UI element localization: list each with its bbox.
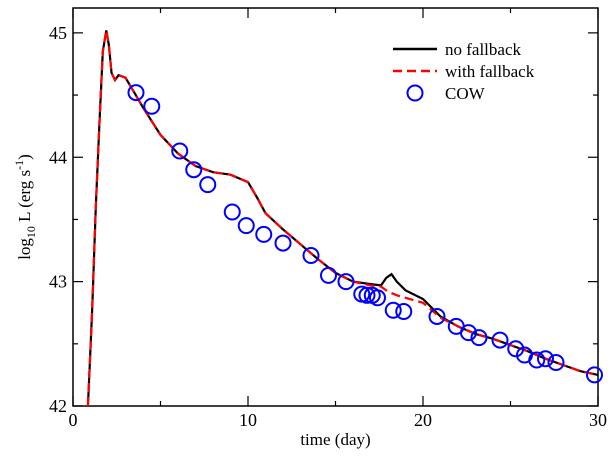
- cow-data-point: [537, 350, 554, 368]
- cow-data-point: [460, 324, 477, 342]
- cow-data-point: [337, 273, 355, 291]
- y-axis-label: log10 L (erg s-1): [12, 154, 38, 260]
- series-with-fallback: [86, 30, 599, 407]
- cow-data-point: [547, 353, 565, 371]
- y-tick-label: 42: [49, 396, 67, 416]
- cow-data-point: [274, 234, 292, 252]
- legend-marker-cow: [406, 84, 424, 102]
- y-tick-label: 45: [49, 23, 67, 43]
- cow-data-point: [491, 331, 509, 349]
- y-axis-label-sub: 10: [24, 226, 38, 238]
- cow-data-point: [528, 351, 546, 369]
- x-tick-label: 20: [414, 410, 432, 430]
- x-tick-label: 0: [69, 410, 78, 430]
- cow-data-point: [384, 301, 402, 319]
- legend: no fallback with fallback COW: [393, 40, 535, 103]
- y-axis-label-mid: L (erg s: [15, 170, 34, 226]
- cow-data-point: [428, 307, 446, 325]
- cow-data-point: [143, 97, 161, 115]
- axis-tick-labels: 0 10 20 30 42 43 44 45: [49, 23, 607, 430]
- y-axis-label-suffix: ): [15, 154, 34, 160]
- cow-data-point: [237, 217, 255, 235]
- cow-data-point: [302, 247, 320, 265]
- y-tick-label: 44: [49, 147, 67, 167]
- cow-data-point: [369, 289, 386, 307]
- series-layer: [86, 30, 603, 407]
- legend-label: COW: [445, 84, 486, 103]
- with-fallback-line: [86, 30, 599, 407]
- x-tick-label: 30: [589, 410, 607, 430]
- cow-data-point: [255, 225, 273, 243]
- x-tick-label: 10: [239, 410, 257, 430]
- y-tick-label: 43: [49, 272, 67, 292]
- cow-data-point: [470, 329, 488, 347]
- cow-data-point: [358, 286, 376, 304]
- cow-data-point: [127, 84, 145, 102]
- y-axis-label-prefix: log: [15, 238, 34, 260]
- cow-data-point: [507, 340, 525, 358]
- cow-data-point: [171, 142, 189, 160]
- y-axis-label-sup: -1: [12, 160, 26, 170]
- series-cow: [127, 84, 603, 384]
- x-axis-label: time (day): [300, 430, 370, 449]
- cow-data-point: [199, 176, 217, 194]
- cow-data-point: [223, 203, 241, 221]
- cow-data-point: [395, 302, 413, 320]
- cow-data-point: [185, 161, 203, 179]
- legend-label: no fallback: [445, 40, 521, 59]
- legend-label: with fallback: [445, 62, 535, 81]
- cow-data-point: [320, 266, 337, 284]
- axis-ticks: [72, 8, 599, 407]
- cow-data-point: [586, 366, 603, 384]
